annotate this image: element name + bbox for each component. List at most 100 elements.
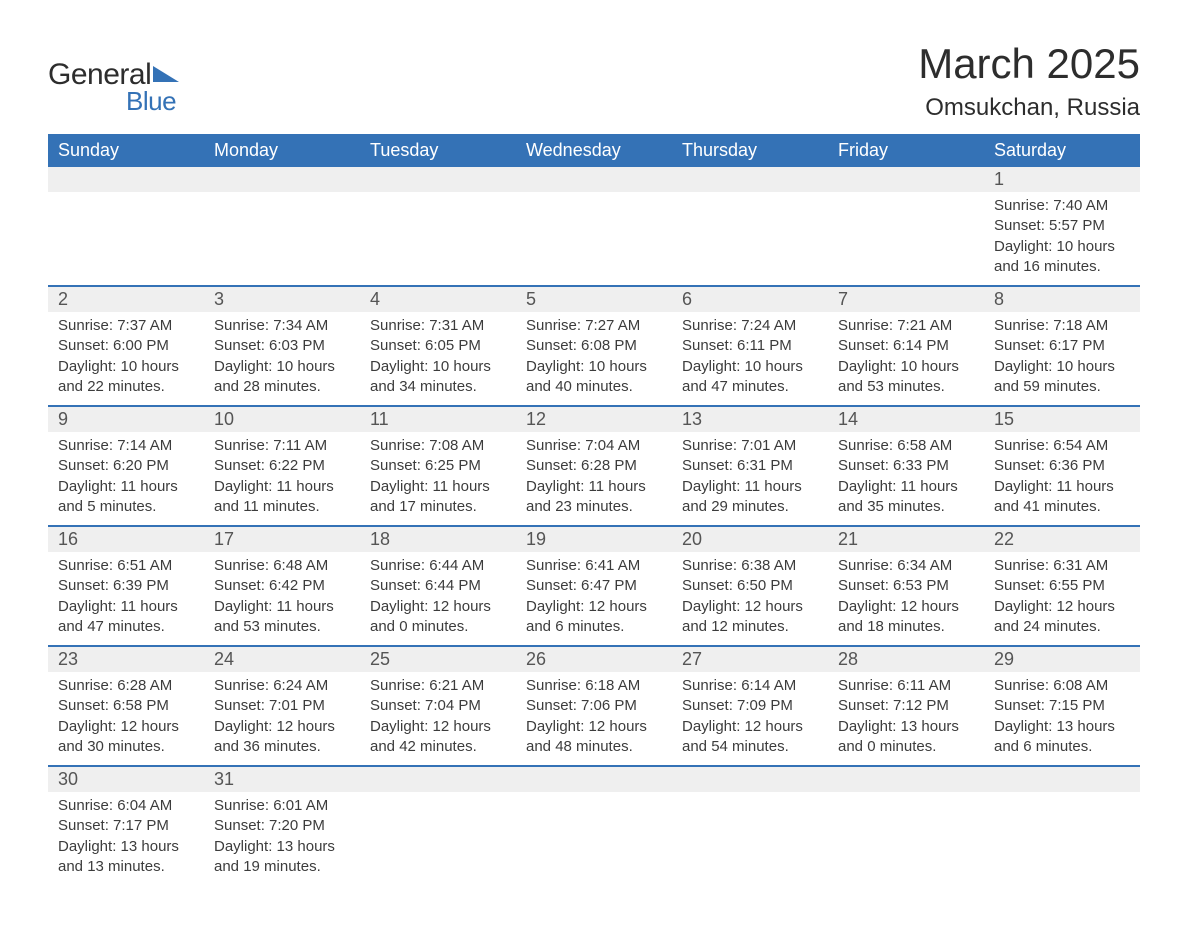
sunset-text: Sunset: 6:42 PM bbox=[214, 576, 350, 596]
day-label-sun: Sunday bbox=[48, 134, 204, 167]
day-number-cell: 29 bbox=[984, 647, 1140, 672]
sunset-text: Sunset: 6:50 PM bbox=[682, 576, 818, 596]
sunset-text: Sunset: 7:09 PM bbox=[682, 696, 818, 716]
day-number-cell: 4 bbox=[360, 287, 516, 312]
sunrise-text: Sunrise: 6:24 AM bbox=[214, 676, 350, 696]
daylight-text-1: Daylight: 11 hours bbox=[214, 597, 350, 617]
day-number-cell: 15 bbox=[984, 407, 1140, 432]
daylight-text-2: and 48 minutes. bbox=[526, 737, 662, 757]
day-label-thu: Thursday bbox=[672, 134, 828, 167]
calendar: Sunday Monday Tuesday Wednesday Thursday… bbox=[48, 134, 1140, 885]
daylight-text-1: Daylight: 10 hours bbox=[994, 237, 1130, 257]
day-details-cell: Sunrise: 6:44 AMSunset: 6:44 PMDaylight:… bbox=[360, 552, 516, 645]
sunset-text: Sunset: 6:05 PM bbox=[370, 336, 506, 356]
sunset-text: Sunset: 6:28 PM bbox=[526, 456, 662, 476]
day-number-cell: 17 bbox=[204, 527, 360, 552]
day-number-cell: 8 bbox=[984, 287, 1140, 312]
day-details-cell: Sunrise: 6:38 AMSunset: 6:50 PMDaylight:… bbox=[672, 552, 828, 645]
day-details-cell: Sunrise: 6:01 AMSunset: 7:20 PMDaylight:… bbox=[204, 792, 360, 885]
sunrise-text: Sunrise: 7:27 AM bbox=[526, 316, 662, 336]
day-details-cell: Sunrise: 6:54 AMSunset: 6:36 PMDaylight:… bbox=[984, 432, 1140, 525]
sunrise-text: Sunrise: 7:37 AM bbox=[58, 316, 194, 336]
sunrise-text: Sunrise: 6:21 AM bbox=[370, 676, 506, 696]
sunset-text: Sunset: 6:03 PM bbox=[214, 336, 350, 356]
sunset-text: Sunset: 6:11 PM bbox=[682, 336, 818, 356]
sunset-text: Sunset: 6:31 PM bbox=[682, 456, 818, 476]
sunset-text: Sunset: 7:01 PM bbox=[214, 696, 350, 716]
sunset-text: Sunset: 6:25 PM bbox=[370, 456, 506, 476]
day-number-cell: 12 bbox=[516, 407, 672, 432]
day-number-cell bbox=[984, 767, 1140, 792]
week-details-row: Sunrise: 7:37 AMSunset: 6:00 PMDaylight:… bbox=[48, 312, 1140, 405]
day-number-cell: 3 bbox=[204, 287, 360, 312]
daylight-text-1: Daylight: 13 hours bbox=[994, 717, 1130, 737]
sunrise-text: Sunrise: 6:31 AM bbox=[994, 556, 1130, 576]
sunset-text: Sunset: 6:39 PM bbox=[58, 576, 194, 596]
day-label-mon: Monday bbox=[204, 134, 360, 167]
daylight-text-1: Daylight: 12 hours bbox=[58, 717, 194, 737]
sunset-text: Sunset: 6:08 PM bbox=[526, 336, 662, 356]
week-daynum-row: 1 bbox=[48, 167, 1140, 192]
daylight-text-2: and 30 minutes. bbox=[58, 737, 194, 757]
day-number-cell bbox=[828, 767, 984, 792]
day-details-cell bbox=[672, 792, 828, 885]
day-number-cell: 6 bbox=[672, 287, 828, 312]
day-number-cell: 20 bbox=[672, 527, 828, 552]
daylight-text-2: and 34 minutes. bbox=[370, 377, 506, 397]
sunset-text: Sunset: 7:04 PM bbox=[370, 696, 506, 716]
sunset-text: Sunset: 6:58 PM bbox=[58, 696, 194, 716]
day-number-cell: 26 bbox=[516, 647, 672, 672]
day-number-cell: 31 bbox=[204, 767, 360, 792]
brand-logo: General Blue bbox=[48, 58, 179, 117]
daylight-text-1: Daylight: 12 hours bbox=[838, 597, 974, 617]
daylight-text-1: Daylight: 10 hours bbox=[214, 357, 350, 377]
day-number-cell: 23 bbox=[48, 647, 204, 672]
week-daynum-row: 2345678 bbox=[48, 285, 1140, 312]
daylight-text-1: Daylight: 10 hours bbox=[370, 357, 506, 377]
daylight-text-2: and 24 minutes. bbox=[994, 617, 1130, 637]
day-details-cell: Sunrise: 7:21 AMSunset: 6:14 PMDaylight:… bbox=[828, 312, 984, 405]
daylight-text-1: Daylight: 12 hours bbox=[370, 717, 506, 737]
daylight-text-1: Daylight: 11 hours bbox=[994, 477, 1130, 497]
day-details-cell: Sunrise: 7:14 AMSunset: 6:20 PMDaylight:… bbox=[48, 432, 204, 525]
day-label-tue: Tuesday bbox=[360, 134, 516, 167]
day-number-cell: 10 bbox=[204, 407, 360, 432]
day-details-cell: Sunrise: 7:31 AMSunset: 6:05 PMDaylight:… bbox=[360, 312, 516, 405]
sunrise-text: Sunrise: 6:11 AM bbox=[838, 676, 974, 696]
sunset-text: Sunset: 7:06 PM bbox=[526, 696, 662, 716]
day-details-cell: Sunrise: 6:28 AMSunset: 6:58 PMDaylight:… bbox=[48, 672, 204, 765]
daylight-text-2: and 6 minutes. bbox=[526, 617, 662, 637]
day-details-cell: Sunrise: 6:31 AMSunset: 6:55 PMDaylight:… bbox=[984, 552, 1140, 645]
day-number-cell bbox=[360, 767, 516, 792]
week-details-row: Sunrise: 6:51 AMSunset: 6:39 PMDaylight:… bbox=[48, 552, 1140, 645]
day-details-cell: Sunrise: 7:11 AMSunset: 6:22 PMDaylight:… bbox=[204, 432, 360, 525]
daylight-text-2: and 18 minutes. bbox=[838, 617, 974, 637]
daylight-text-2: and 40 minutes. bbox=[526, 377, 662, 397]
day-number-cell: 11 bbox=[360, 407, 516, 432]
sunset-text: Sunset: 6:53 PM bbox=[838, 576, 974, 596]
day-details-cell: Sunrise: 7:08 AMSunset: 6:25 PMDaylight:… bbox=[360, 432, 516, 525]
daylight-text-1: Daylight: 10 hours bbox=[994, 357, 1130, 377]
daylight-text-1: Daylight: 11 hours bbox=[58, 477, 194, 497]
week-details-row: Sunrise: 7:14 AMSunset: 6:20 PMDaylight:… bbox=[48, 432, 1140, 525]
sunset-text: Sunset: 7:12 PM bbox=[838, 696, 974, 716]
day-number-cell: 16 bbox=[48, 527, 204, 552]
daylight-text-2: and 5 minutes. bbox=[58, 497, 194, 517]
daylight-text-2: and 23 minutes. bbox=[526, 497, 662, 517]
sunrise-text: Sunrise: 6:38 AM bbox=[682, 556, 818, 576]
day-details-cell bbox=[360, 792, 516, 885]
day-number-cell bbox=[48, 167, 204, 192]
day-details-cell bbox=[828, 192, 984, 285]
daylight-text-2: and 0 minutes. bbox=[838, 737, 974, 757]
day-number-cell: 30 bbox=[48, 767, 204, 792]
day-number-cell bbox=[672, 767, 828, 792]
daylight-text-1: Daylight: 11 hours bbox=[370, 477, 506, 497]
location-subtitle: Omsukchan, Russia bbox=[918, 94, 1140, 122]
day-details-cell bbox=[516, 792, 672, 885]
day-details-cell: Sunrise: 7:40 AMSunset: 5:57 PMDaylight:… bbox=[984, 192, 1140, 285]
daylight-text-1: Daylight: 10 hours bbox=[838, 357, 974, 377]
sunset-text: Sunset: 6:20 PM bbox=[58, 456, 194, 476]
daylight-text-2: and 13 minutes. bbox=[58, 857, 194, 877]
day-number-cell: 9 bbox=[48, 407, 204, 432]
day-details-cell: Sunrise: 7:01 AMSunset: 6:31 PMDaylight:… bbox=[672, 432, 828, 525]
